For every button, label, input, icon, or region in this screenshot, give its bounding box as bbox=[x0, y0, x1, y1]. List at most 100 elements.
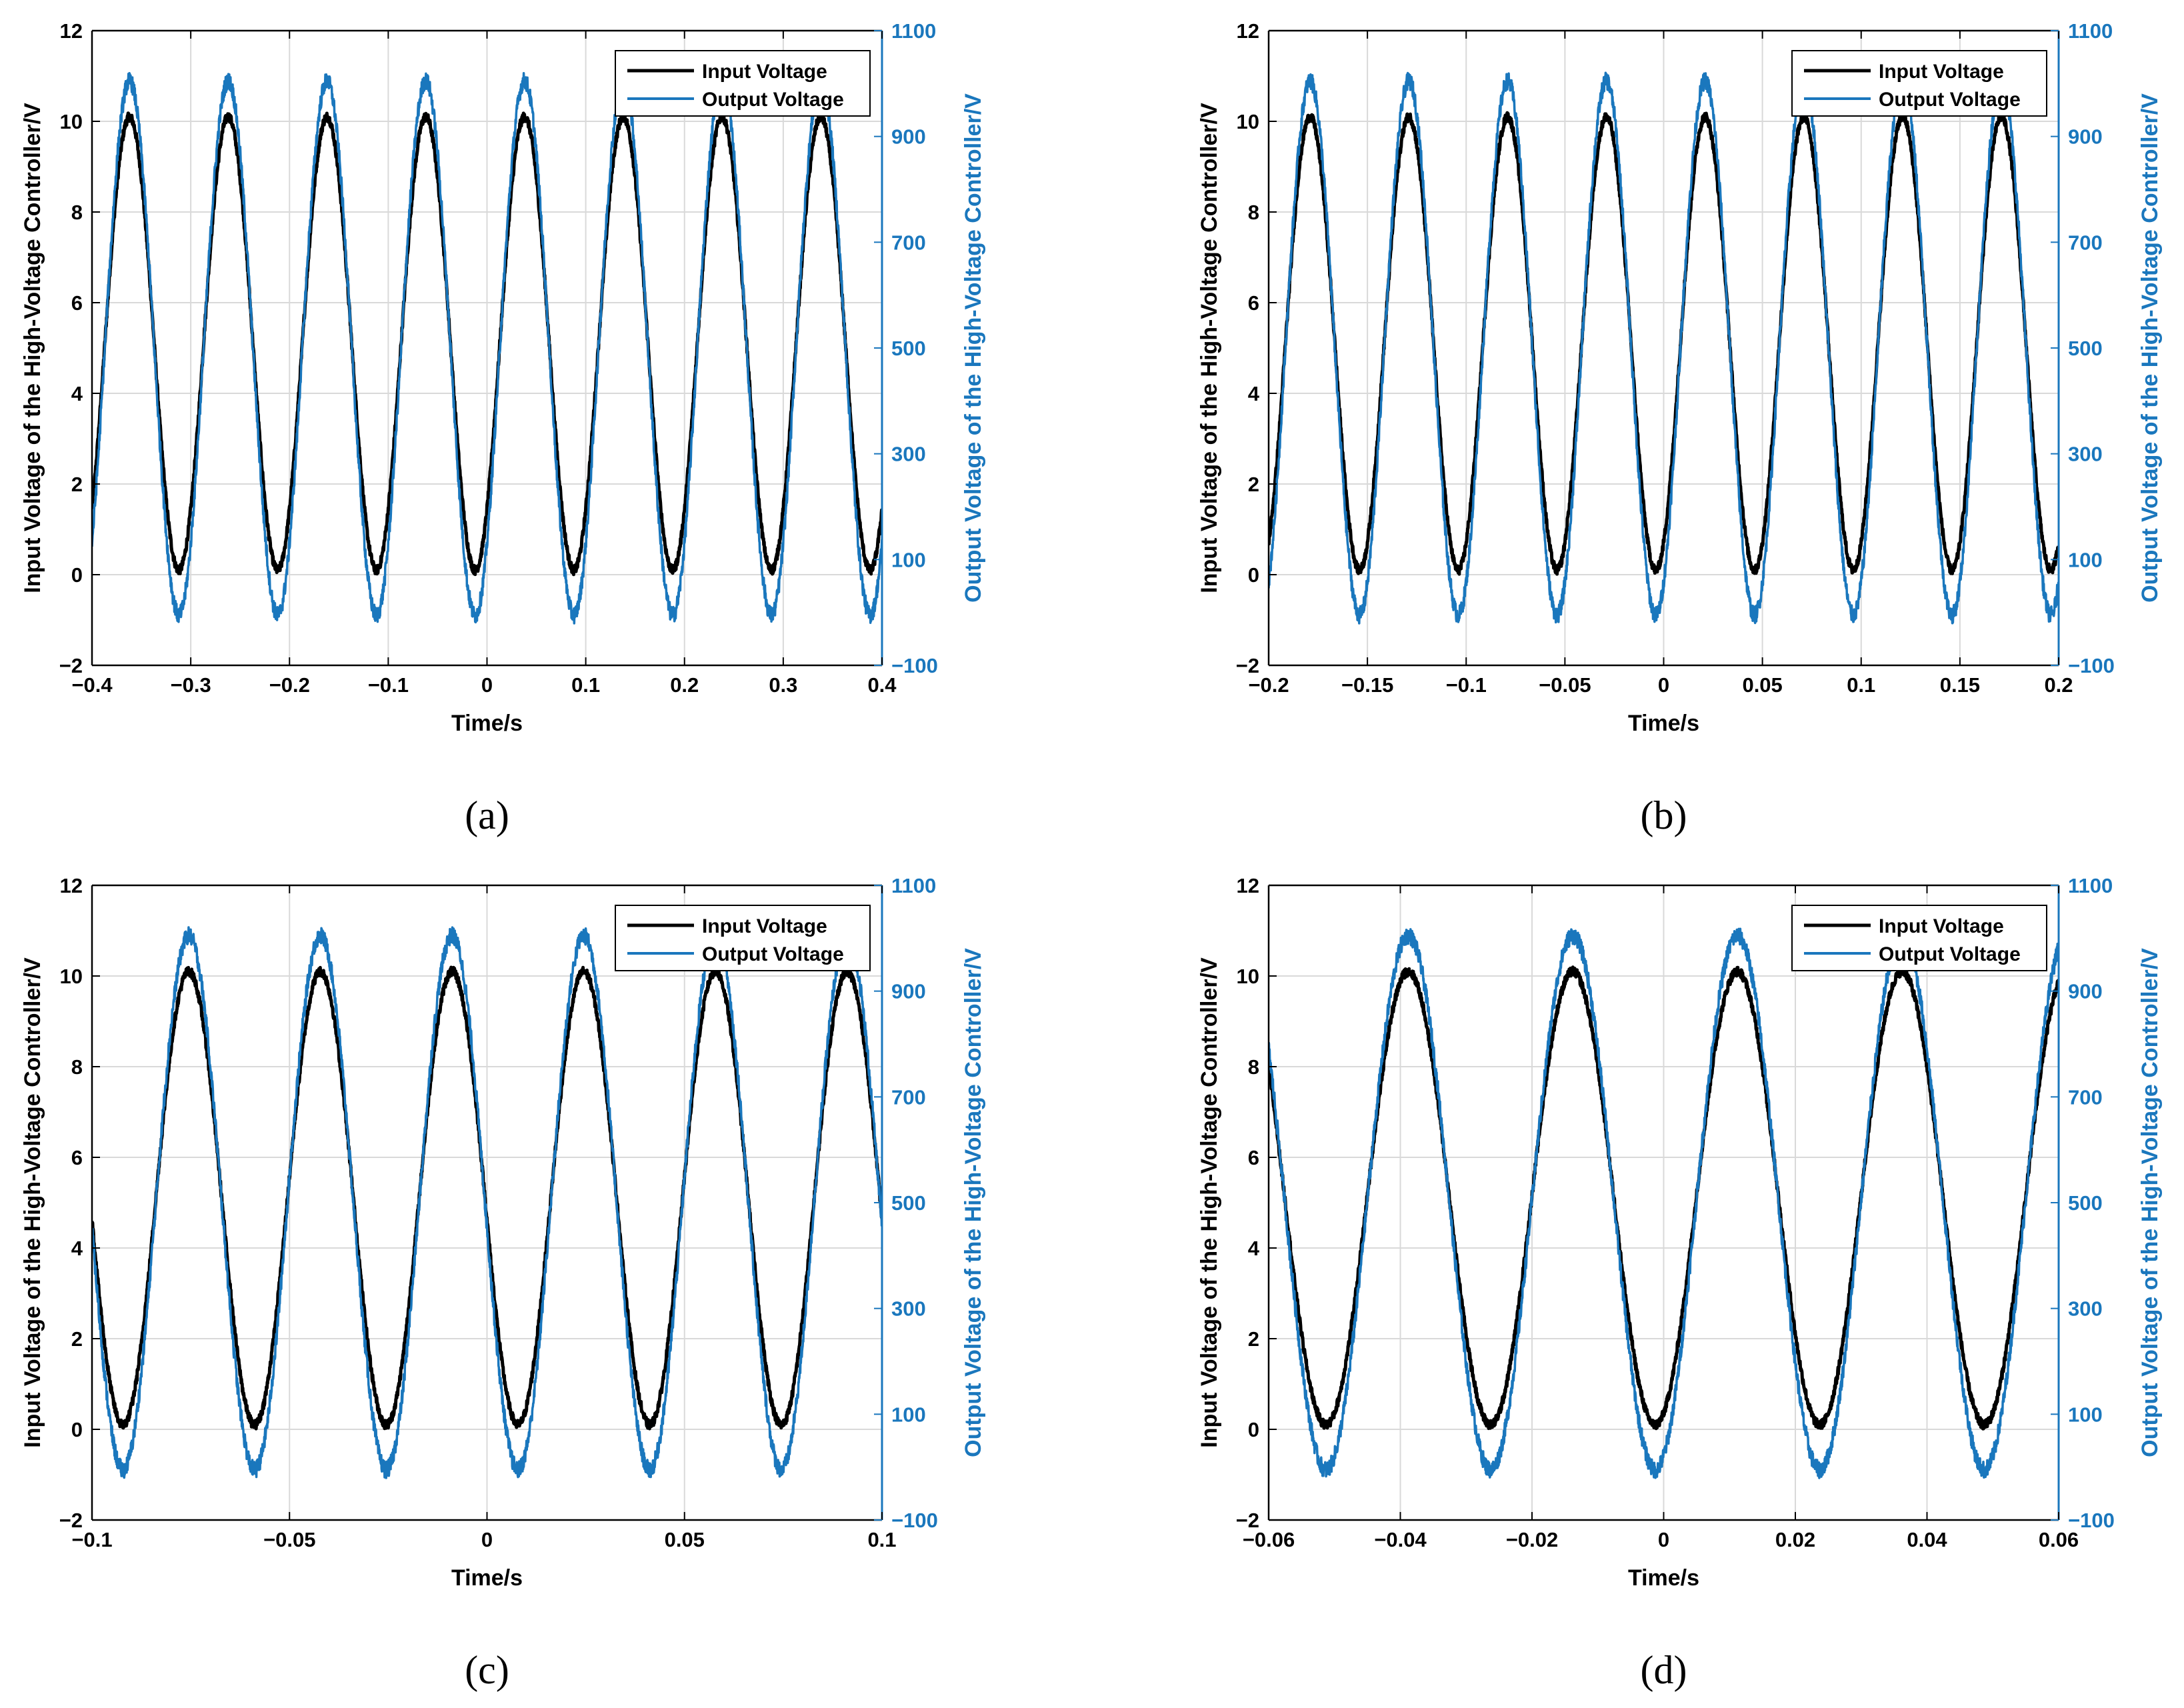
x-tick-label: −0.1 bbox=[368, 673, 409, 697]
series-line-output-voltage bbox=[1269, 71, 2059, 625]
y-axis-label: Input Voltage of the High-Voltage Contro… bbox=[20, 103, 45, 593]
x-tick-label: 0.3 bbox=[769, 673, 797, 697]
x-tick-label: 0.06 bbox=[2039, 1528, 2079, 1551]
y-tick-label: 8 bbox=[1248, 1055, 1259, 1079]
y2-tick-label: 100 bbox=[2068, 1403, 2103, 1426]
y-tick-label: 0 bbox=[1248, 1418, 1259, 1441]
grid-lines bbox=[1269, 31, 2059, 665]
series-line-input-voltage bbox=[1269, 965, 2059, 1431]
y-tick-label: 0 bbox=[71, 563, 83, 587]
y-tick-label: 6 bbox=[1248, 1146, 1259, 1169]
x-tick-label: −0.2 bbox=[269, 673, 310, 697]
x-axis-label: Time/s bbox=[1628, 1565, 1699, 1591]
legend: Input Voltage Output Voltage bbox=[1791, 50, 2047, 117]
grid-lines bbox=[1269, 885, 2059, 1520]
y2-tick-label: 300 bbox=[2068, 443, 2103, 466]
grid-lines bbox=[92, 885, 882, 1520]
x-tick-label: 0.04 bbox=[1907, 1528, 1947, 1551]
legend-label-output: Output Voltage bbox=[702, 89, 844, 111]
y-tick-label: 10 bbox=[60, 965, 83, 988]
y2-tick-label: 700 bbox=[891, 1085, 926, 1109]
y2-axis-label: Output Voltage of the High-Voltage Contr… bbox=[2137, 93, 2163, 603]
series-line-output-voltage bbox=[92, 72, 882, 625]
legend: Input Voltage Output Voltage bbox=[615, 50, 871, 117]
x-tick-label: −0.06 bbox=[1243, 1528, 1295, 1551]
y-tick-label: 6 bbox=[71, 291, 83, 315]
y2-tick-label: −100 bbox=[2068, 654, 2115, 677]
panel-caption: (b) bbox=[1641, 793, 1687, 837]
y-axis-label: Input Voltage of the High-Voltage Contro… bbox=[20, 957, 45, 1448]
y2-tick-label: 500 bbox=[2068, 1191, 2103, 1215]
y2-tick-label: 100 bbox=[891, 548, 926, 571]
y-tick-label: 8 bbox=[71, 201, 83, 224]
y-axis-label: Input Voltage of the High-Voltage Contro… bbox=[1197, 103, 1222, 593]
x-tick-label: 0.1 bbox=[867, 1528, 896, 1551]
series-line-output-voltage bbox=[1269, 926, 2059, 1479]
x-axis-label: Time/s bbox=[1628, 711, 1699, 736]
y-tick-label: 4 bbox=[71, 382, 83, 405]
chart-panel-b: −0.2 −0.15 −0.1 −0.05 0 0.05 0.1 0.15 0.2 −2 0 2 4 6 8… bbox=[1197, 19, 2163, 837]
y-tick-label: −2 bbox=[1236, 1509, 1259, 1532]
x-tick-label: 0 bbox=[1658, 1528, 1669, 1551]
legend-box bbox=[615, 905, 871, 971]
y-tick-label: 0 bbox=[1248, 563, 1259, 587]
legend-box bbox=[615, 50, 871, 117]
panel-caption: (c) bbox=[465, 1648, 509, 1692]
x-tick-label: 0 bbox=[1658, 673, 1669, 697]
y-tick-label: −2 bbox=[1236, 654, 1259, 677]
y-tick-label: 4 bbox=[71, 1237, 83, 1260]
x-tick-label: −0.3 bbox=[171, 673, 211, 697]
y2-tick-label: 500 bbox=[891, 1191, 926, 1215]
y2-tick-label: 1100 bbox=[2068, 19, 2113, 43]
series-line-output-voltage bbox=[92, 926, 882, 1479]
y-tick-label: 4 bbox=[1248, 1237, 1260, 1260]
x-tick-label: −0.1 bbox=[1446, 673, 1487, 697]
x-tick-label: 0.02 bbox=[1775, 1528, 1815, 1551]
y-axis-label: Input Voltage of the High-Voltage Contro… bbox=[1197, 957, 1222, 1448]
legend-label-output: Output Voltage bbox=[702, 943, 844, 965]
panel-caption: (d) bbox=[1641, 1648, 1687, 1692]
y-tick-label: 12 bbox=[60, 19, 83, 43]
y-tick-label: 12 bbox=[1237, 19, 1259, 43]
legend-label-input: Input Voltage bbox=[1879, 61, 2004, 83]
y-tick-label: 2 bbox=[1248, 1327, 1259, 1351]
y2-tick-label: 100 bbox=[2068, 548, 2103, 571]
legend-label-output: Output Voltage bbox=[1879, 89, 2021, 111]
legend-box bbox=[1791, 905, 2047, 971]
y2-tick-label: 500 bbox=[891, 337, 926, 360]
x-tick-label: −0.05 bbox=[1539, 673, 1591, 697]
y2-tick-label: 900 bbox=[891, 980, 926, 1003]
legend-label-input: Input Voltage bbox=[1879, 915, 2004, 937]
y-tick-label: 8 bbox=[71, 1055, 83, 1079]
y2-tick-label: −100 bbox=[2068, 1509, 2115, 1532]
legend: Input Voltage Output Voltage bbox=[1791, 905, 2047, 971]
y2-tick-label: 1100 bbox=[891, 874, 936, 897]
x-tick-label: 0.05 bbox=[665, 1528, 705, 1551]
x-tick-label: 0.2 bbox=[670, 673, 699, 697]
y-tick-label: −2 bbox=[59, 654, 83, 677]
x-tick-label: −0.2 bbox=[1248, 673, 1289, 697]
y-tick-label: 8 bbox=[1248, 201, 1259, 224]
x-tick-label: −0.4 bbox=[71, 673, 113, 697]
y-tick-label: 2 bbox=[1248, 473, 1259, 496]
x-tick-label: −0.1 bbox=[71, 1528, 112, 1551]
y-tick-label: −2 bbox=[59, 1509, 83, 1532]
x-axis-label: Time/s bbox=[451, 711, 523, 736]
x-tick-label: −0.04 bbox=[1374, 1528, 1427, 1551]
y2-tick-label: 700 bbox=[2068, 1085, 2103, 1109]
x-tick-label: 0.2 bbox=[2044, 673, 2073, 697]
y2-tick-label: −100 bbox=[891, 1509, 938, 1532]
y2-axis-label: Output Voltage of the High-Voltage Contr… bbox=[2137, 948, 2163, 1457]
x-tick-label: 0.4 bbox=[867, 673, 897, 697]
x-axis-label: Time/s bbox=[451, 1565, 523, 1591]
y2-tick-label: 1100 bbox=[2068, 874, 2113, 897]
y-tick-label: 6 bbox=[1248, 291, 1259, 315]
x-tick-label: 0 bbox=[481, 673, 493, 697]
x-tick-label: 0.15 bbox=[1940, 673, 1980, 697]
x-tick-label: 0.1 bbox=[571, 673, 600, 697]
chart-panel-d: −0.06 −0.04 −0.02 0 0.02 0.04 0.06 −2 0 2 4 6 8 10 12 −… bbox=[1197, 874, 2163, 1692]
y2-tick-label: 900 bbox=[891, 125, 926, 149]
legend-label-input: Input Voltage bbox=[702, 915, 827, 937]
y-tick-label: 2 bbox=[71, 1327, 83, 1351]
